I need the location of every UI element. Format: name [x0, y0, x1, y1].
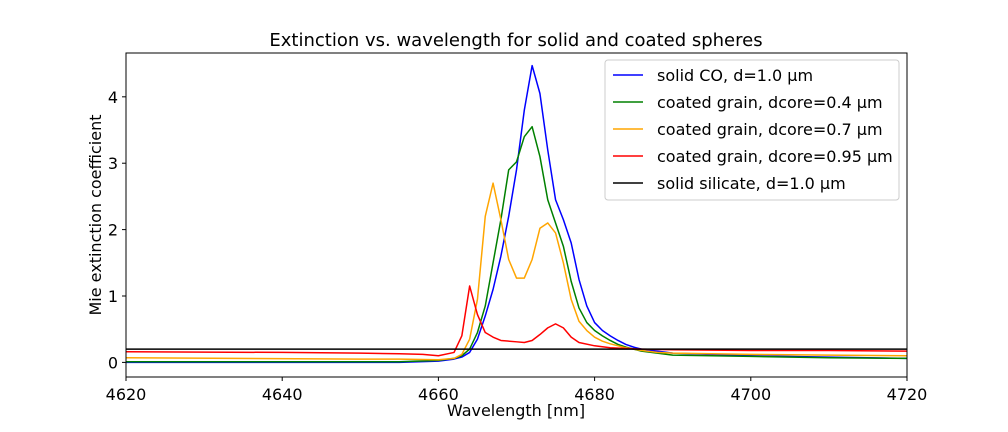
plot-frame: [125, 52, 908, 378]
y-tick-label: 2: [108, 221, 118, 240]
x-axis-label: Wavelength [nm]: [447, 401, 585, 420]
legend-label-5: solid silicate, d=1.0 μm: [657, 174, 846, 193]
x-tick-label: 4660: [418, 385, 459, 404]
x-axis-ticks: 4620 4640 4660 4680 4700 4720: [106, 377, 928, 404]
legend-label-2: coated grain, dcore=0.4 μm: [657, 93, 883, 112]
legend-label-3: coated grain, dcore=0.7 μm: [657, 120, 883, 139]
x-tick-label: 4700: [730, 385, 771, 404]
y-tick-label: 0: [108, 353, 118, 372]
legend-box: [604, 59, 900, 201]
y-tick-label: 1: [108, 287, 118, 306]
y-axis-label: Mie extinction coefficient: [86, 115, 105, 316]
chart-title: Extinction vs. wavelength for solid and …: [269, 30, 762, 51]
x-tick-label: 4680: [574, 385, 615, 404]
series-line-4: [126, 285, 907, 357]
plot-area: [125, 52, 908, 378]
series-line-1: [126, 64, 907, 364]
series-layer: [126, 64, 907, 364]
legend-items: solid CO, d=1.0 μm coated grain, dcore=0.…: [613, 66, 893, 193]
series-line-3: [126, 182, 907, 361]
legend: solid CO, d=1.0 μm coated grain, dcore=0.…: [604, 59, 900, 201]
x-tick-label: 4620: [106, 385, 147, 404]
x-tick-label: 4720: [887, 385, 928, 404]
y-tick-label: 3: [108, 154, 118, 173]
y-axis-ticks: 0 1 2 3 4: [108, 88, 126, 372]
legend-label-1: solid CO, d=1.0 μm: [657, 66, 813, 85]
x-tick-label: 4640: [262, 385, 303, 404]
y-tick-label: 4: [108, 88, 118, 107]
legend-label-4: coated grain, dcore=0.95 μm: [657, 147, 893, 166]
